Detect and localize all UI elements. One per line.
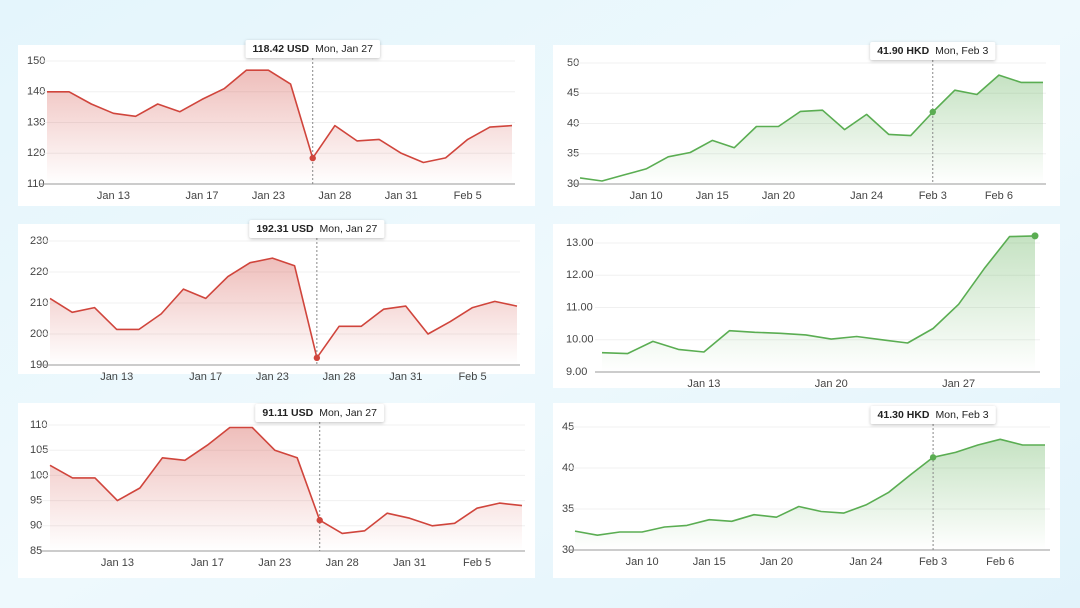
tooltip-date: Mon, Jan 27 [320, 223, 378, 235]
x-tick-label: Jan 23 [256, 371, 289, 383]
tooltip-value: 41.90 HKD [877, 45, 929, 57]
y-tick-label: 105 [30, 444, 48, 456]
x-tick-label: Jan 23 [252, 190, 285, 202]
y-tick-label: 210 [30, 297, 48, 309]
y-tick-label: 10.00 [566, 334, 594, 346]
y-tick-label: 85 [30, 545, 42, 557]
y-tick-label: 110 [30, 419, 48, 431]
area [580, 75, 1043, 184]
x-tick-label: Jan 20 [762, 190, 795, 202]
y-tick-label: 220 [30, 266, 48, 278]
x-tick-label: Jan 31 [393, 557, 426, 569]
y-tick-label: 12.00 [566, 269, 594, 281]
highlight-dot [929, 454, 937, 461]
y-tick-label: 190 [30, 359, 48, 371]
x-tick-label: Jan 27 [942, 378, 975, 390]
line [574, 438, 1045, 536]
y-tick-label: 95 [30, 495, 42, 507]
line [579, 74, 1043, 182]
x-tick-label: Feb 3 [919, 556, 947, 568]
tooltip [870, 42, 996, 60]
x-tick-label: Jan 17 [189, 371, 222, 383]
line [49, 257, 518, 359]
x-tick-label: Jan 13 [100, 371, 133, 383]
y-tick-label: 9.00 [566, 366, 587, 378]
x-tick-label: Jan 10 [630, 190, 663, 202]
y-tick-label: 120 [27, 147, 45, 159]
area [575, 439, 1045, 550]
highlight-dot [316, 517, 323, 524]
tooltip [870, 406, 996, 424]
end-dot [1031, 232, 1039, 240]
y-tick-label: 11.00 [566, 301, 593, 313]
tooltip-date: Mon, Jan 27 [319, 407, 377, 419]
x-tick-label: Jan 15 [696, 190, 729, 202]
y-tick-label: 140 [27, 86, 45, 98]
tooltip-date: Mon, Feb 3 [936, 409, 989, 421]
tooltip-value: 192.31 USD [256, 223, 314, 235]
highlight-dot [313, 354, 321, 362]
y-tick-label: 13.00 [566, 237, 594, 249]
tooltip-value: 91.11 USD [262, 407, 313, 419]
x-tick-label: Feb 6 [985, 190, 1013, 202]
x-tick-label: Jan 10 [626, 556, 659, 568]
highlight-dot [929, 108, 936, 116]
x-tick-label: Feb 5 [454, 190, 482, 202]
line [601, 235, 1036, 355]
x-tick-label: Feb 5 [463, 557, 491, 569]
x-tick-label: Jan 17 [185, 190, 218, 202]
area [50, 258, 517, 365]
tooltip-value: 41.30 HKD [878, 409, 930, 421]
x-tick-label: Feb 3 [919, 190, 947, 202]
line [47, 69, 513, 164]
line [49, 426, 523, 535]
x-tick-label: Jan 13 [687, 378, 720, 390]
tooltip [245, 40, 380, 58]
y-tick-label: 100 [30, 469, 48, 481]
y-tick-label: 150 [27, 55, 45, 67]
area [47, 70, 512, 184]
highlight-dot [309, 154, 316, 162]
x-tick-label: Jan 13 [101, 557, 134, 569]
x-tick-label: Jan 20 [760, 556, 793, 568]
tooltip-date: Mon, Feb 3 [935, 45, 988, 57]
x-tick-label: Jan 28 [326, 557, 359, 569]
tooltip [255, 404, 385, 422]
x-tick-label: Jan 31 [385, 190, 418, 202]
x-tick-label: Jan 24 [850, 190, 883, 202]
y-tick-label: 90 [30, 520, 42, 532]
x-tick-label: Feb 5 [458, 371, 486, 383]
y-tick-label: 130 [27, 116, 45, 128]
tooltip [249, 220, 385, 238]
x-tick-label: Jan 28 [318, 190, 351, 202]
x-tick-label: Jan 31 [389, 371, 422, 383]
tooltip-value: 118.42 USD [253, 43, 310, 55]
x-tick-label: Jan 23 [258, 557, 291, 569]
x-tick-label: Jan 28 [323, 371, 356, 383]
tooltip-date: Mon, Jan 27 [315, 43, 373, 55]
y-tick-label: 230 [30, 235, 48, 247]
x-tick-label: Jan 17 [191, 557, 224, 569]
y-tick-label: 200 [30, 328, 48, 340]
x-tick-label: Jan 24 [849, 556, 882, 568]
area [602, 235, 1035, 372]
x-tick-label: Jan 20 [815, 378, 848, 390]
area [50, 427, 522, 551]
x-tick-label: Jan 15 [693, 556, 726, 568]
x-tick-label: Jan 13 [97, 190, 130, 202]
x-tick-label: Feb 6 [986, 556, 1014, 568]
y-tick-label: 110 [27, 178, 45, 190]
